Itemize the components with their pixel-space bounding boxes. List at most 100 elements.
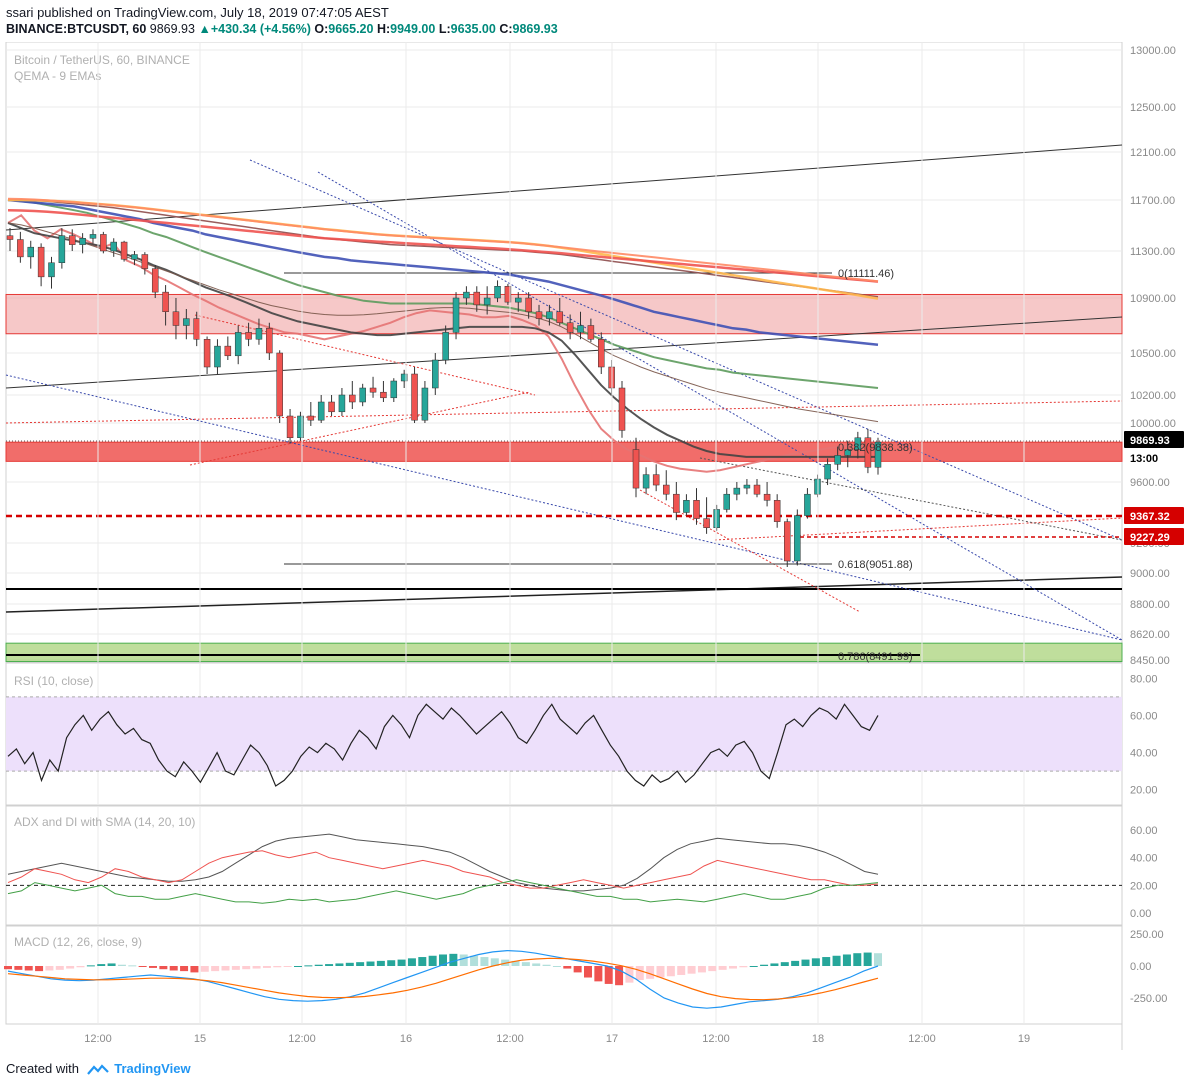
created-with-label: Created with (6, 1061, 79, 1076)
channel-line (249, 159, 1123, 541)
candle-body (693, 500, 700, 519)
symbol-label: BINANCE:BTCUSDT, 60 (6, 22, 147, 36)
price-tick-label: 8800.00 (1130, 599, 1170, 611)
macd-histogram-bar (718, 966, 727, 970)
candle-body (556, 311, 564, 323)
tradingview-brand[interactable]: TradingView (114, 1061, 191, 1076)
fib-label: 0(11111.46) (838, 268, 894, 280)
candle-body (172, 311, 180, 326)
chart-area[interactable]: 13000.00 12500.00 12100.00 11700.00 11300.00… (0, 42, 1192, 1058)
ema-line (7, 199, 879, 389)
macd-tick-label: 250.00 (1130, 929, 1164, 941)
macd-histogram-bar (304, 965, 313, 967)
macd-histogram-bar (97, 964, 106, 966)
candle-body (380, 391, 387, 399)
macd-histogram-bar (521, 962, 530, 966)
macd-histogram-bar (780, 962, 789, 966)
time-tick-label: 12:00 (908, 1033, 936, 1045)
macd-histogram-bar (138, 966, 147, 967)
candle-body (804, 493, 811, 516)
low-value: 9635.00 (450, 22, 496, 36)
last-price-badge: 9869.93 (1130, 435, 1170, 447)
time-tick-label: 12:00 (288, 1033, 316, 1045)
price-tick-label: 8620.00 (1130, 629, 1170, 641)
candle-body (234, 332, 242, 357)
candle-body (359, 387, 366, 403)
macd-histogram-bar (594, 966, 603, 982)
macd-histogram-bar (666, 966, 675, 977)
candle-body (214, 345, 221, 368)
time-tick-label: 12:00 (496, 1033, 524, 1045)
macd-histogram-bar (211, 966, 220, 972)
close-value: 9869.93 (512, 22, 558, 36)
time-tick-label: 19 (1018, 1033, 1030, 1045)
macd-tick-label: -250.00 (1130, 993, 1167, 1005)
macd-histogram-bar (439, 954, 447, 966)
price-tick-label: 11700.00 (1130, 195, 1175, 207)
open-value: 9665.20 (328, 22, 374, 36)
macd-histogram-bar (874, 953, 882, 966)
candle-body (317, 401, 325, 421)
countdown-badge-bg (1124, 449, 1184, 466)
macd-histogram-bar (149, 966, 157, 968)
rsi-band (6, 696, 1122, 772)
channel-line (5, 400, 1123, 424)
macd-histogram-bar (811, 958, 820, 966)
candle-body (473, 291, 481, 306)
candle-body (525, 297, 532, 312)
channel-line (639, 489, 861, 613)
adx-tick-label: 0.00 (1130, 908, 1151, 920)
macd-histogram-bar (480, 957, 489, 966)
macd-histogram-bar (542, 964, 551, 966)
publish-info: published on TradingView.com, July 18, 2… (37, 5, 389, 20)
macd-histogram-bar (760, 964, 769, 966)
macd-line (7, 957, 879, 1001)
candle-body (598, 339, 605, 368)
candle-body (824, 464, 831, 480)
macd-histogram-bar (687, 966, 696, 974)
fib-label: 0.786(8491.99) (838, 651, 913, 663)
macd-histogram-bar (532, 963, 541, 966)
candle-body (6, 235, 14, 240)
time-tick-label: 12:00 (702, 1033, 730, 1045)
rsi-tick-label: 20.00 (1130, 785, 1158, 797)
candle-body (618, 387, 626, 431)
macd-histogram-bar (842, 954, 851, 966)
channel-line (317, 171, 1123, 641)
main-pane: 13000.00 12500.00 12100.00 11700.00 11300.00… (5, 45, 1176, 667)
candle-body (773, 500, 781, 522)
candle-body (452, 297, 460, 333)
macd-histogram-bar (407, 958, 416, 966)
macd-histogram-bar (604, 966, 613, 984)
time-tick-label: 12:00 (84, 1033, 112, 1045)
macd-histogram-bar (273, 966, 282, 968)
candle-body (753, 484, 761, 495)
macd-line (7, 949, 879, 1009)
candle-body (120, 241, 128, 260)
last-price: 9869.93 (149, 22, 195, 36)
price-change: ▲+430.34 (+4.56%) (198, 22, 311, 36)
candle-body (587, 325, 595, 340)
candle-body (369, 387, 377, 393)
macd-histogram-bar (356, 962, 365, 966)
ema-line (7, 208, 879, 283)
candle-body (255, 328, 263, 340)
macd-histogram-bar (335, 963, 344, 966)
candle-body (307, 415, 315, 421)
high-label: H: (376, 22, 391, 36)
macd-histogram-bar (656, 966, 665, 978)
price-tick-label: 10500.00 (1130, 348, 1176, 360)
adx-line (7, 879, 879, 904)
macd-histogram-bar (739, 966, 748, 968)
candle-body (58, 235, 66, 263)
high-value: 9949.00 (390, 22, 436, 36)
candle-body (663, 484, 670, 495)
candle-body (632, 449, 640, 489)
macd-histogram-bar (428, 955, 437, 966)
candle-body (515, 297, 522, 303)
price-tick-label: 13000.00 (1130, 45, 1176, 57)
author-name[interactable]: ssari (6, 5, 34, 20)
macd-histogram-bar (697, 966, 706, 973)
macd-histogram-bar (231, 966, 240, 970)
macd-histogram-bar (314, 964, 323, 966)
